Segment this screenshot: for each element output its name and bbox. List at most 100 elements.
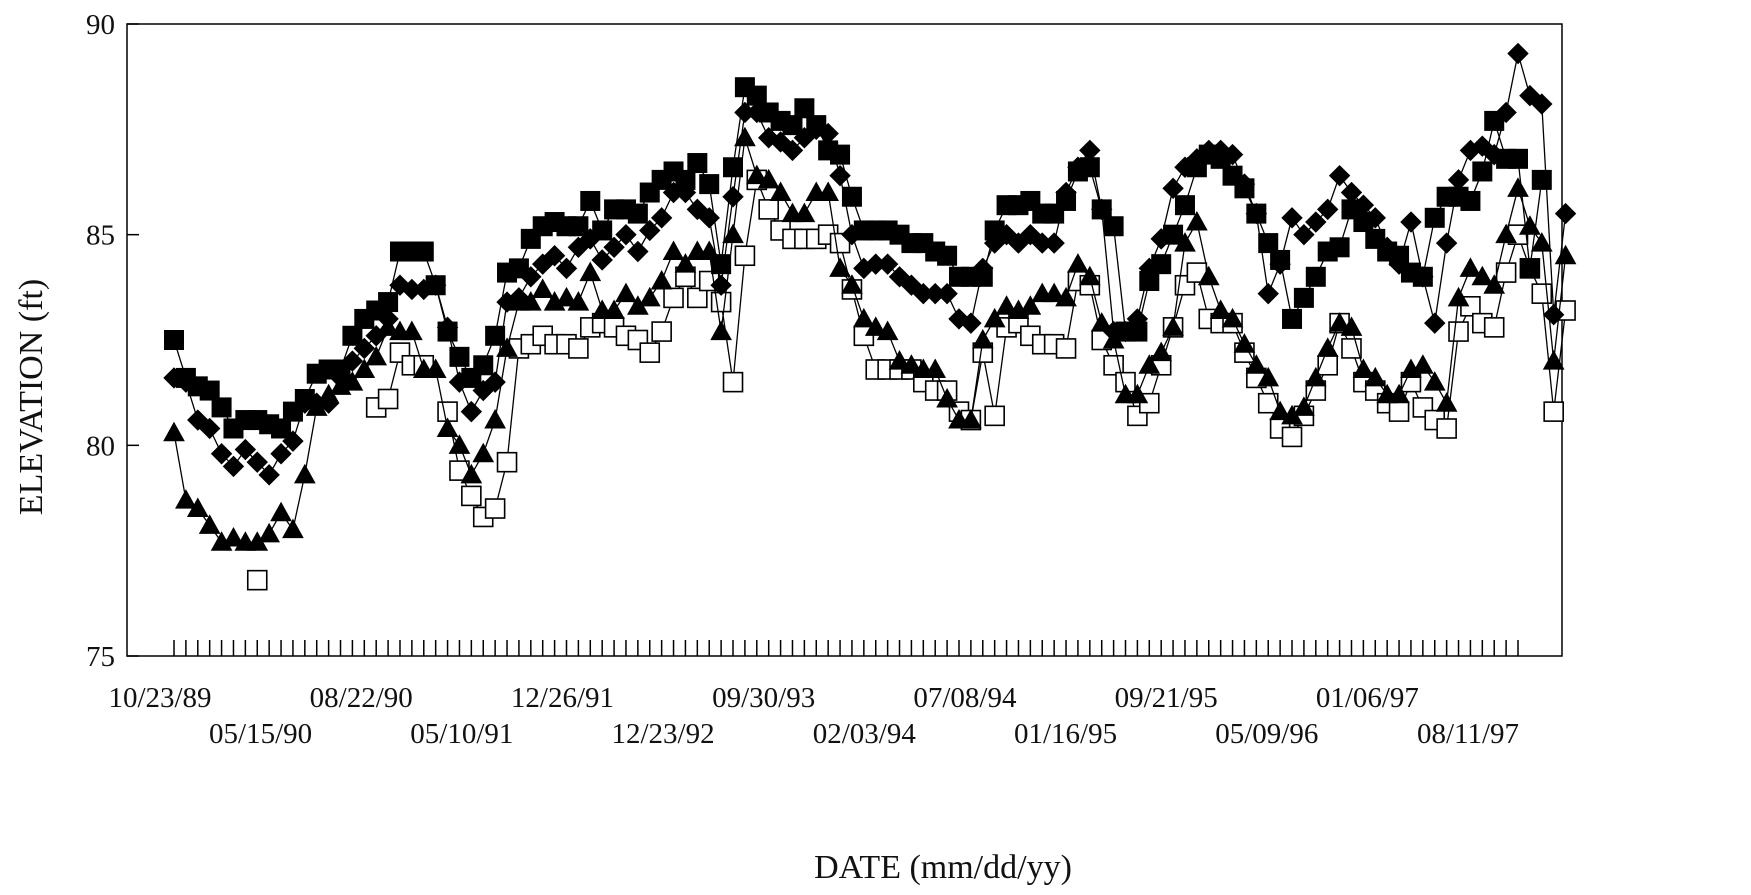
square-marker: [449, 346, 470, 367]
triangle-marker: [1043, 282, 1065, 303]
x-tick-label: 05/15/90: [209, 718, 312, 750]
diamond-marker: [543, 245, 566, 267]
x-tick-label: 12/26/91: [511, 682, 614, 714]
x-tick-label: 10/23/89: [108, 682, 211, 714]
triangle-marker: [1197, 265, 1220, 286]
square-marker: [1519, 258, 1540, 279]
triangle-marker: [888, 350, 911, 370]
triangle-marker: [1257, 366, 1280, 387]
square-marker: [627, 203, 648, 224]
triangle-marker: [531, 278, 554, 298]
x-tick-label: 05/10/91: [410, 718, 513, 750]
square-marker: [413, 241, 434, 262]
square-marker: [1531, 169, 1552, 190]
triangle-marker: [1435, 392, 1458, 412]
triangle-marker: [793, 202, 816, 223]
triangle-marker: [401, 320, 423, 341]
open-square-marker: [734, 245, 756, 267]
diamond-marker: [1328, 164, 1351, 187]
x-tick-label: 12/23/92: [612, 718, 715, 750]
square-marker: [1163, 224, 1184, 245]
x-tick-label: 02/03/94: [813, 718, 917, 750]
triangle-marker: [876, 320, 899, 341]
square-marker: [1412, 266, 1433, 287]
x-tick-label: 01/06/97: [1316, 682, 1419, 714]
square-marker: [1103, 216, 1124, 237]
triangle-marker: [1090, 312, 1113, 332]
triangle-marker: [615, 282, 637, 303]
diamond-marker: [317, 392, 340, 414]
open-square-marker: [1531, 283, 1553, 304]
square-marker: [199, 380, 220, 401]
square-marker: [711, 254, 732, 275]
square-marker: [1174, 195, 1195, 216]
triangle-marker: [198, 514, 221, 534]
diamond-marker: [222, 455, 245, 478]
triangle-marker: [638, 286, 661, 307]
triangle-marker: [1364, 366, 1387, 387]
triangle-marker: [829, 257, 851, 277]
triangle-marker: [1269, 400, 1291, 421]
triangle-marker: [650, 269, 673, 290]
triangle-marker: [353, 358, 376, 378]
triangle-marker: [1019, 295, 1042, 315]
diamond-marker: [1400, 211, 1422, 233]
open-square-marker: [1495, 262, 1517, 283]
triangle-marker: [222, 526, 245, 547]
open-square-marker: [758, 199, 779, 220]
square-marker: [1305, 266, 1326, 287]
square-marker: [437, 321, 458, 342]
triangle-marker: [460, 463, 483, 484]
open-square-marker: [568, 338, 589, 359]
triangle-marker: [424, 358, 447, 378]
square-marker: [1091, 199, 1112, 220]
triangle-marker: [282, 518, 304, 539]
triangle-marker: [1126, 383, 1149, 404]
triangle-marker: [936, 387, 958, 408]
x-tick-label: 08/11/97: [1417, 718, 1519, 750]
triangle-marker: [900, 354, 923, 374]
square-marker: [746, 85, 767, 106]
diamond-marker: [650, 207, 673, 229]
series-filled-diamond: [163, 42, 1577, 486]
square-marker: [164, 330, 184, 350]
triangle-marker: [258, 522, 281, 543]
square-marker: [1056, 190, 1077, 211]
diamond-marker: [555, 257, 578, 280]
square-marker: [1389, 245, 1410, 266]
triangle-marker: [924, 358, 947, 378]
square-marker: [1508, 148, 1528, 169]
square-marker: [294, 388, 315, 409]
triangle-marker: [186, 497, 209, 518]
diamond-marker: [829, 164, 851, 187]
open-square-marker: [484, 498, 506, 519]
triangle-marker: [567, 291, 590, 311]
square-marker: [830, 144, 851, 165]
diamond-marker: [1554, 202, 1577, 225]
diamond-marker: [484, 371, 506, 393]
open-square-marker: [1543, 401, 1564, 422]
square-marker: [211, 397, 232, 418]
diamond-marker: [722, 186, 744, 208]
triangle-marker: [995, 295, 1018, 315]
square-marker: [675, 169, 696, 190]
open-square-marker: [246, 569, 268, 591]
diamond-marker: [246, 451, 268, 473]
triangle-marker: [1078, 265, 1101, 286]
triangle-marker: [757, 168, 780, 189]
x-tick-label: 09/21/95: [1115, 682, 1218, 714]
diamond-marker: [960, 312, 982, 334]
open-square-marker: [1055, 338, 1077, 359]
y-tick-label: 80: [86, 430, 115, 462]
open-square-marker: [1388, 401, 1410, 422]
square-marker: [1424, 207, 1445, 228]
triangle-marker: [484, 409, 506, 429]
labels-layer: DATE (mm/dd/yy) ELEVATION (ft) 75 80 85 90 1…: [13, 9, 1519, 886]
square-marker: [782, 115, 803, 136]
triangle-marker: [1138, 354, 1161, 374]
series-filled-square: [164, 77, 1552, 439]
open-square-marker: [1281, 426, 1303, 448]
triangle-marker: [1483, 274, 1506, 294]
